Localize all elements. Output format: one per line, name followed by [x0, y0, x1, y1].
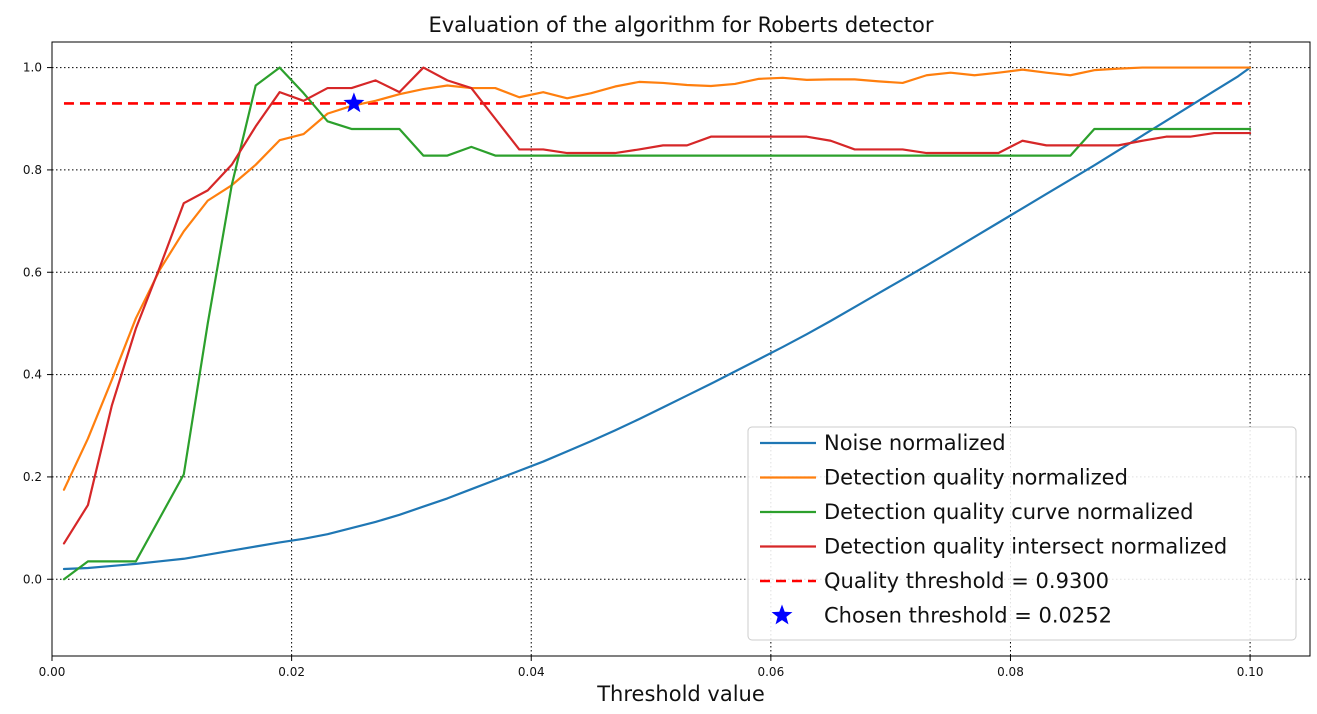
- legend-entry: Chosen threshold = 0.0252: [771, 604, 1112, 628]
- legend-star-swatch: [771, 604, 793, 625]
- legend-entry: Noise normalized: [760, 431, 1006, 455]
- y-tick-label: 0.8: [23, 163, 42, 177]
- x-tick-label: 0.02: [278, 665, 305, 679]
- legend-entry: Detection quality curve normalized: [760, 500, 1193, 524]
- noise-normalized-line: [62, 66, 1252, 571]
- x-tick-label: 0.10: [1237, 665, 1264, 679]
- legend-entry: Quality threshold = 0.9300: [760, 569, 1109, 593]
- detection-quality-curve-normalized-line: [62, 66, 1252, 581]
- x-tick-label: 0.08: [997, 665, 1024, 679]
- x-tick-label: 0.06: [757, 665, 784, 679]
- y-tick-label: 0.4: [23, 368, 42, 382]
- legend-label: Chosen threshold = 0.0252: [824, 604, 1112, 628]
- marker-layer: [343, 92, 365, 113]
- legend-entry: Detection quality normalized: [760, 466, 1128, 490]
- y-tick-label: 0.2: [23, 470, 42, 484]
- legend-label: Detection quality intersect normalized: [824, 535, 1227, 559]
- x-tick-label: 0.04: [518, 665, 545, 679]
- y-tick-label: 0.6: [23, 265, 42, 279]
- legend-label: Detection quality normalized: [824, 466, 1128, 490]
- series-layer: [62, 66, 1252, 581]
- legend: Noise normalized Detection quality normal…: [747, 426, 1297, 641]
- tick-layer: 0.00 0.02 0.04 0.06 0.08 0.10 0.0 0.2 0.4 0.6 0.8 1…: [23, 61, 1264, 679]
- legend-box: [747, 426, 1297, 641]
- chosen-threshold-star: [343, 92, 365, 113]
- y-tick-label: 1.0: [23, 61, 42, 75]
- x-tick-label: 0.00: [39, 665, 66, 679]
- y-tick-label: 0.0: [23, 572, 42, 586]
- legend-label: Quality threshold = 0.9300: [824, 569, 1109, 593]
- legend-label: Noise normalized: [824, 431, 1006, 455]
- plot-frame: [51, 41, 1311, 657]
- legend-label: Detection quality curve normalized: [824, 500, 1193, 524]
- legend-entry: Detection quality intersect normalized: [760, 535, 1227, 559]
- detection-quality-normalized-line: [62, 66, 1252, 491]
- detection-quality-intersect-normalized-line: [62, 66, 1252, 545]
- x-axis-label: Threshold value: [596, 682, 765, 706]
- chart-title: Evaluation of the algorithm for Roberts …: [428, 13, 933, 37]
